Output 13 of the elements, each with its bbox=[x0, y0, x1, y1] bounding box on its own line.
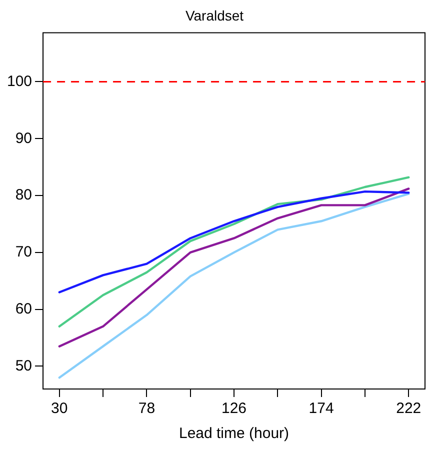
x-tick-label: 30 bbox=[51, 400, 68, 418]
y-tick-label: 100 bbox=[6, 72, 32, 90]
y-tick-label: 70 bbox=[15, 244, 32, 261]
chart-title: Varaldset bbox=[185, 7, 244, 24]
y-tick-label: 90 bbox=[15, 130, 32, 147]
x-axis-title: Lead time (hour) bbox=[178, 425, 290, 442]
x-tick-label: 222 bbox=[396, 400, 422, 418]
y-tick-label: 60 bbox=[15, 300, 32, 318]
y-tick-label: 80 bbox=[15, 186, 32, 204]
y-tick-label: 50 bbox=[15, 357, 32, 374]
x-tick-label: 174 bbox=[308, 400, 334, 418]
x-tick-label: 78 bbox=[138, 400, 156, 418]
x-tick-label: 126 bbox=[222, 400, 247, 418]
